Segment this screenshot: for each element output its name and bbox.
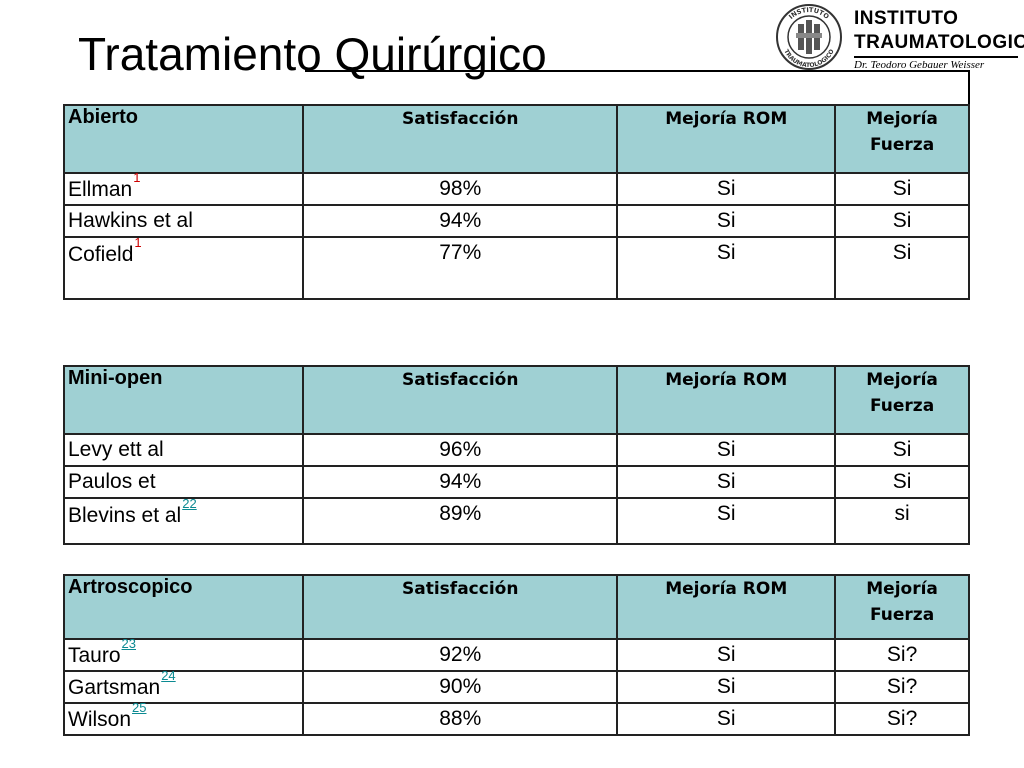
fuerza-cell: Si	[834, 236, 970, 300]
study-name-cell: Blevins et al22	[62, 496, 305, 545]
fuerza-cell: Si	[834, 204, 970, 238]
logo-name-line2: TRAUMATOLOGICO	[854, 32, 1024, 53]
table-row: Cofield1 77% Si Si	[62, 235, 970, 300]
study-name: Tauro	[68, 644, 121, 667]
rom-cell: Si	[616, 433, 837, 467]
table-row: Levy ett al 96% Si Si	[62, 433, 970, 467]
reference-marker: 1	[133, 170, 141, 185]
rom-cell: Si	[616, 465, 837, 499]
study-name-cell: Paulos et	[62, 465, 305, 499]
institute-seal-icon: INSTITUTO TRAUMATOLOGICO	[776, 4, 842, 70]
rom-cell: Si	[616, 638, 837, 672]
satisfaccion-cell: 90%	[302, 670, 619, 704]
fuerza-cell: Si	[834, 465, 970, 499]
column-header-satisfaccion: Satisfacción	[302, 365, 619, 435]
study-name: Hawkins et al	[68, 209, 193, 232]
study-name: Levy ett al	[68, 438, 164, 461]
column-header-mejoria-rom: Mejoría ROM	[616, 104, 837, 174]
study-name-cell: Tauro23	[62, 636, 305, 672]
table-group-header: Artroscopico	[62, 574, 305, 640]
column-header-mejoria-rom: Mejoría ROM	[616, 574, 837, 640]
title-rule-corner	[968, 70, 970, 104]
column-header-satisfaccion: Satisfacción	[302, 574, 619, 640]
table-artroscopico: Artroscopico Satisfacción Mejoría ROM Me…	[62, 574, 970, 736]
satisfaccion-cell: 88%	[302, 702, 619, 736]
table-row: Hawkins et al 94% Si Si	[62, 204, 970, 238]
institute-logo: INSTITUTO TRAUMATOLOGICO INSTITUTO TRAUM…	[774, 2, 1024, 74]
fuerza-cell: Si?	[834, 670, 970, 704]
study-name-cell: Levy ett al	[62, 433, 305, 467]
study-name: Wilson	[68, 708, 132, 731]
reference-link[interactable]: 22	[182, 496, 197, 511]
satisfaccion-cell: 77%	[302, 236, 619, 300]
logo-name-line1: INSTITUTO	[854, 8, 959, 29]
column-header-satisfaccion: Satisfacción	[302, 104, 619, 174]
column-header-mejoria-fuerza: Mejoría Fuerza	[834, 365, 970, 435]
fuerza-cell: Si?	[834, 702, 970, 736]
column-header-mejoria-fuerza: Mejoría Fuerza	[834, 574, 970, 640]
satisfaccion-cell: 98%	[302, 172, 619, 206]
study-name-cell: Cofield1	[62, 235, 305, 300]
table-group-header: Abierto	[62, 104, 305, 174]
logo-divider	[854, 56, 1018, 58]
rom-cell: Si	[616, 172, 837, 206]
fuerza-cell: Si?	[834, 638, 970, 672]
reference-marker: 1	[134, 235, 142, 250]
logo-subtitle: Dr. Teodoro Gebauer Weisser	[854, 59, 985, 71]
study-name: Blevins et al	[68, 504, 182, 527]
study-name: Cofield	[68, 243, 134, 266]
study-name: Ellman	[68, 178, 133, 201]
satisfaccion-cell: 96%	[302, 433, 619, 467]
table-row: Tauro23 92% Si Si?	[62, 636, 970, 672]
study-name: Gartsman	[68, 676, 161, 699]
study-name: Paulos et	[68, 470, 156, 493]
reference-link[interactable]: 24	[161, 668, 176, 683]
title-underline	[305, 70, 970, 72]
fuerza-cell: si	[834, 497, 970, 545]
page-title: Tratamiento Quirúrgico	[78, 28, 547, 80]
study-name-cell: Hawkins et al	[62, 204, 305, 238]
table-row: Gartsman24 90% Si Si?	[62, 668, 970, 704]
reference-link[interactable]: 25	[132, 700, 147, 715]
reference-link[interactable]: 23	[121, 636, 136, 651]
rom-cell: Si	[616, 497, 837, 545]
study-name-cell: Wilson25	[62, 700, 305, 736]
table-row: Blevins et al22 89% Si si	[62, 496, 970, 545]
table-group-header: Mini-open	[62, 365, 305, 435]
table-abierto: Abierto Satisfacción Mejoría ROM Mejoría…	[62, 104, 970, 300]
table-mini-open: Mini-open Satisfacción Mejoría ROM Mejor…	[62, 365, 970, 545]
satisfaccion-cell: 94%	[302, 204, 619, 238]
satisfaccion-cell: 89%	[302, 497, 619, 545]
study-name-cell: Gartsman24	[62, 668, 305, 704]
column-header-mejoria-fuerza: Mejoría Fuerza	[834, 104, 970, 174]
table-row: Wilson25 88% Si Si?	[62, 700, 970, 736]
fuerza-cell: Si	[834, 172, 970, 206]
fuerza-cell: Si	[834, 433, 970, 467]
rom-cell: Si	[616, 204, 837, 238]
rom-cell: Si	[616, 702, 837, 736]
rom-cell: Si	[616, 236, 837, 300]
study-name-cell: Ellman1	[62, 170, 305, 206]
table-row: Ellman1 98% Si Si	[62, 170, 970, 206]
column-header-mejoria-rom: Mejoría ROM	[616, 365, 837, 435]
table-row: Paulos et 94% Si Si	[62, 465, 970, 499]
satisfaccion-cell: 92%	[302, 638, 619, 672]
satisfaccion-cell: 94%	[302, 465, 619, 499]
rom-cell: Si	[616, 670, 837, 704]
